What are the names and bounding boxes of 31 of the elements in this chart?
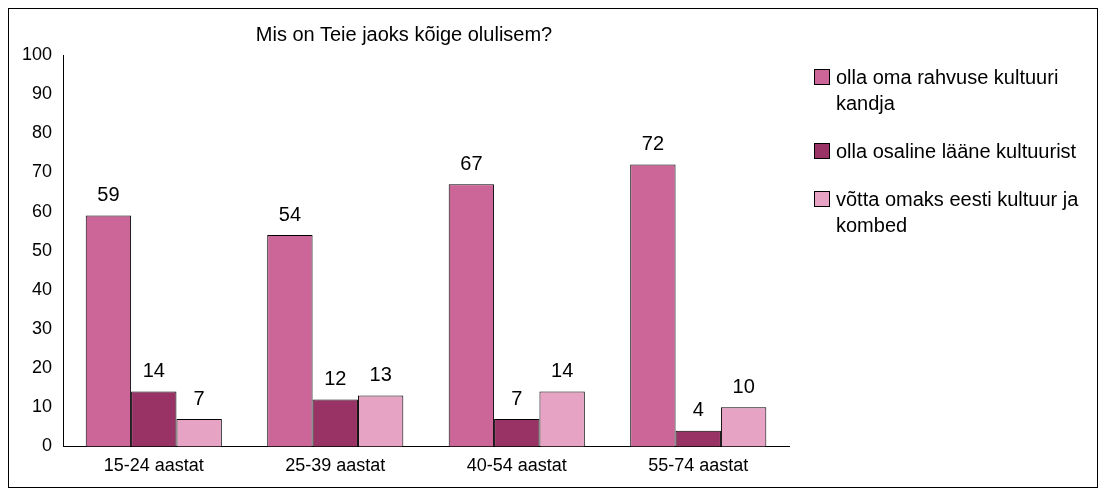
data-label: 10 [732, 374, 755, 397]
y-tick-label: 100 [21, 43, 53, 64]
data-label: 7 [193, 386, 205, 409]
x-tick-label: 15-24 aastat [103, 455, 204, 476]
y-tick-label: 20 [32, 357, 53, 378]
data-label: 67 [460, 151, 483, 174]
chart-title: Mis on Teie jaoks kõige olulisem? [255, 22, 553, 45]
data-label: 14 [551, 359, 574, 382]
y-tick-label: 0 [42, 435, 53, 456]
y-tick-label: 70 [32, 161, 53, 182]
y-tick-label: 60 [32, 200, 53, 221]
data-label: 54 [278, 202, 302, 225]
y-tick-label: 40 [32, 278, 53, 299]
x-tick-label: 40-54 aastat [466, 455, 567, 476]
legend-label: olla oma rahvuse kultuuri kandja [836, 65, 1060, 116]
data-label: 4 [692, 398, 704, 421]
y-tick-label: 90 [32, 83, 53, 104]
y-tick-label: 10 [32, 396, 53, 417]
y-tick-label: 30 [32, 317, 53, 338]
y-tick-label: 80 [32, 122, 53, 143]
y-tick-label: 50 [32, 239, 53, 260]
data-label: 14 [142, 359, 165, 382]
data-label: 72 [641, 132, 665, 155]
x-tick-label: 25-39 aastat [285, 455, 386, 476]
x-tick-label: 55-74 aastat [648, 455, 749, 476]
legend-label: võtta omaks eesti kultuur ja kombed [836, 187, 1080, 238]
legend-label: olla osaline lääne kultuurist [836, 139, 1077, 164]
data-label: 12 [324, 366, 347, 389]
data-label: 7 [511, 386, 523, 409]
data-label: 59 [97, 182, 120, 205]
data-label: 13 [369, 363, 392, 386]
